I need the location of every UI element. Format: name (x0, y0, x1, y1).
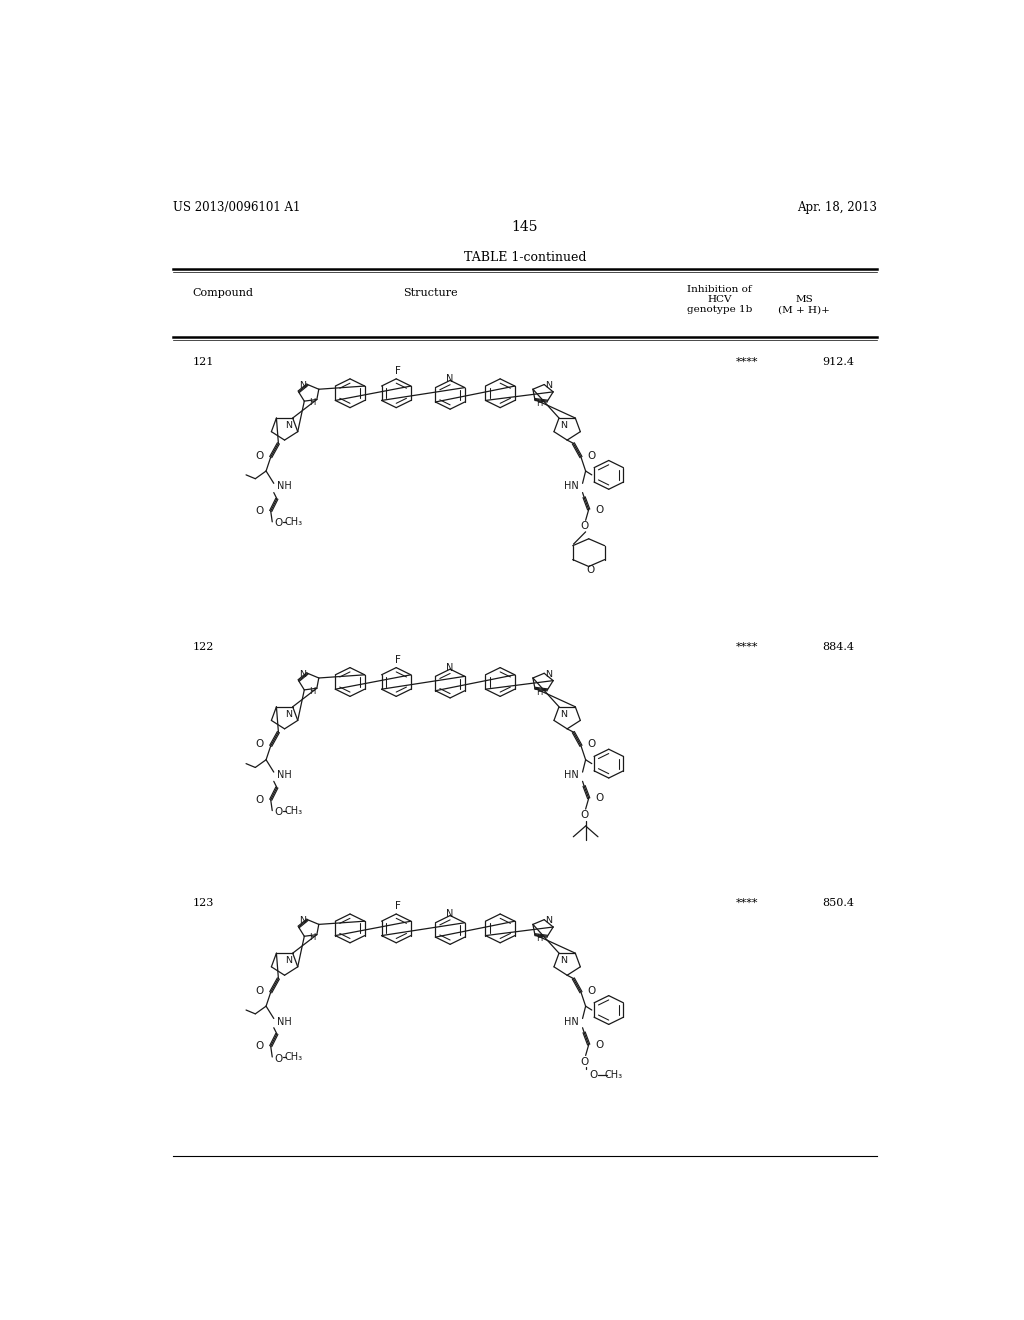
Text: O: O (595, 793, 603, 804)
Text: H: H (537, 935, 543, 942)
Text: 912.4: 912.4 (822, 358, 854, 367)
Text: Apr. 18, 2013: Apr. 18, 2013 (798, 201, 878, 214)
Text: F: F (395, 366, 400, 376)
Text: H: H (537, 399, 543, 408)
Text: HN: HN (564, 1016, 580, 1027)
Text: O: O (256, 795, 264, 805)
Text: ****: **** (735, 898, 758, 908)
Text: MS: MS (796, 296, 813, 305)
Text: N: N (560, 710, 567, 719)
Text: H: H (309, 399, 315, 407)
Text: NH: NH (278, 770, 292, 780)
Text: O: O (274, 519, 283, 528)
Text: 122: 122 (193, 642, 214, 652)
Text: O: O (580, 810, 588, 820)
Text: N: N (285, 710, 292, 719)
Text: O: O (256, 739, 264, 750)
Text: O: O (588, 739, 596, 750)
Text: O: O (580, 521, 588, 532)
Text: HN: HN (564, 770, 580, 780)
Text: H: H (309, 933, 315, 942)
Text: 145: 145 (512, 220, 538, 234)
Text: Structure: Structure (403, 288, 458, 298)
Text: N: N (445, 909, 453, 919)
Text: CH₃: CH₃ (285, 1052, 303, 1063)
Text: N: N (300, 669, 306, 678)
Text: TABLE 1-continued: TABLE 1-continued (464, 251, 586, 264)
Text: N: N (445, 374, 453, 384)
Text: ****: **** (735, 642, 758, 652)
Text: O: O (595, 1040, 603, 1049)
Text: O: O (588, 450, 596, 461)
Text: HN: HN (564, 482, 580, 491)
Text: 123: 123 (193, 898, 214, 908)
Text: O: O (586, 565, 594, 576)
Text: CH₃: CH₃ (604, 1071, 623, 1081)
Text: N: N (445, 663, 453, 673)
Text: NH: NH (278, 1016, 292, 1027)
Text: NH: NH (278, 482, 292, 491)
Text: O: O (256, 450, 264, 461)
Text: N: N (560, 421, 567, 430)
Text: O: O (256, 1041, 264, 1051)
Text: HCV: HCV (708, 296, 732, 305)
Text: Compound: Compound (193, 288, 253, 298)
Text: ****: **** (735, 358, 758, 367)
Text: O: O (589, 1071, 597, 1081)
Text: F: F (395, 902, 400, 911)
Text: Inhibition of: Inhibition of (687, 285, 752, 294)
Text: 121: 121 (193, 358, 214, 367)
Text: 850.4: 850.4 (822, 898, 854, 908)
Text: O: O (274, 807, 283, 817)
Text: N: N (545, 916, 552, 925)
Text: O: O (256, 506, 264, 516)
Text: O: O (274, 1053, 283, 1064)
Text: O: O (588, 986, 596, 995)
Text: 884.4: 884.4 (822, 642, 854, 652)
Text: O: O (595, 504, 603, 515)
Text: US 2013/0096101 A1: US 2013/0096101 A1 (173, 201, 300, 214)
Text: genotype 1b: genotype 1b (687, 305, 753, 314)
Text: N: N (560, 956, 567, 965)
Text: CH₃: CH₃ (285, 805, 303, 816)
Text: H: H (309, 686, 315, 696)
Text: F: F (395, 655, 400, 665)
Text: N: N (300, 916, 306, 925)
Text: N: N (545, 381, 552, 389)
Text: (M + H)+: (M + H)+ (778, 305, 830, 314)
Text: N: N (545, 669, 552, 678)
Text: N: N (285, 956, 292, 965)
Text: O: O (256, 986, 264, 995)
Text: H: H (537, 688, 543, 697)
Text: CH₃: CH₃ (285, 517, 303, 527)
Text: N: N (300, 381, 306, 389)
Text: O: O (580, 1056, 588, 1067)
Text: N: N (285, 421, 292, 430)
